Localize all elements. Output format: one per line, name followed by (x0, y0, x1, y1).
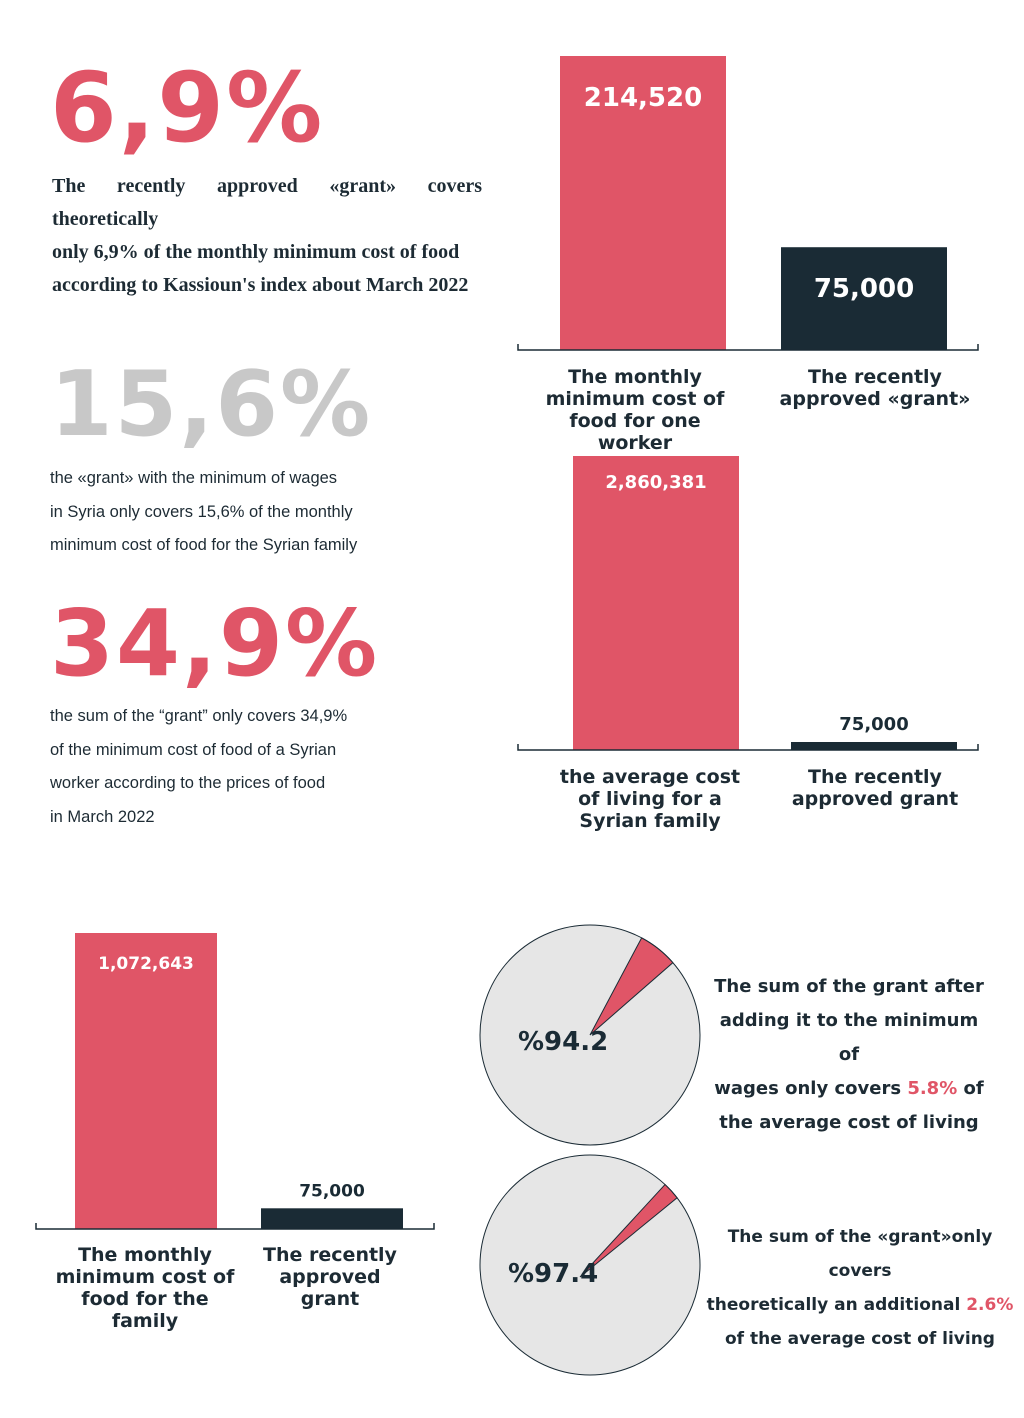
pie1-line-3: wages only covers 5.8% of (714, 1078, 984, 1099)
stat2-line-2: in Syria only covers 15,6% of the monthl… (50, 502, 353, 521)
bar-chart-food-family: 1,072,643 75,000 (35, 933, 435, 1230)
pie-label: %97.4 (508, 1259, 598, 1289)
stat3-value: 34,9% (50, 590, 380, 697)
stat1-line-1: The recently approved «grant» covers the… (52, 175, 482, 230)
pie1-text: The sum of the grant after adding it to … (712, 970, 986, 1140)
stat1-text: The recently approved «grant» covers the… (52, 170, 482, 302)
pie2-line-2: theoretically an additional 2.6% (706, 1295, 1014, 1315)
stat1-line-2: only 6,9% of the monthly minimum cost of… (52, 241, 460, 263)
pie1-line-2: adding it to the minimum of (719, 1010, 979, 1065)
bar-2 (781, 247, 947, 350)
bar-value-label-2: 75,000 (814, 274, 914, 304)
stat3-line-1: the sum of the “grant” only covers 34,9% (50, 707, 348, 725)
x-axis-line (517, 344, 979, 351)
x-axis-line (35, 1223, 435, 1230)
pie-chart-grant-wages: %94.2 (479, 924, 701, 1146)
stat3-line-4: in March 2022 (50, 807, 155, 826)
pie2-text: The sum of the «grant»only covers theore… (700, 1220, 1020, 1356)
bar-value-label-1: 1,072,643 (98, 954, 194, 974)
bar-1 (560, 56, 726, 350)
pie2-line-1: The sum of the «grant»only covers (727, 1227, 993, 1281)
pie-slice-highlight (579, 1183, 678, 1278)
stat2-line-1: the «grant» with the minimum of wages (50, 469, 338, 487)
bar-1 (573, 456, 739, 750)
stat3-line-2: of the minimum cost of food of a Syrian (50, 740, 337, 759)
pie1-line-1: The sum of the grant after (714, 976, 984, 997)
pie1-line-4: the average cost of living (719, 1112, 979, 1133)
bar-value-label-1: 214,520 (584, 83, 702, 113)
stat3-text: the sum of the “grant” only covers 34,9%… (50, 700, 392, 834)
x-axis-line (517, 744, 979, 751)
stat1-line-3: according to Kassioun's index about Marc… (52, 274, 469, 296)
bar3-category-2b: The recently approved grant (263, 1244, 397, 1310)
pie2-highlight: 2.6% (966, 1295, 1014, 1315)
pie1-highlight: 5.8% (907, 1078, 958, 1099)
pie-chart-grant-additional: %97.4 (479, 1154, 701, 1376)
stat3-line-3: worker according to the prices of food (50, 774, 326, 792)
bar2-category-1: the average cost of living for a Syrian … (559, 766, 741, 832)
bar-2 (791, 742, 957, 750)
bar-value-label-2: 75,000 (839, 714, 908, 735)
bar1-category-2: The recently approved «grant» (779, 366, 971, 410)
bar-1 (75, 933, 217, 1229)
stat1-value: 6,9% (50, 52, 325, 164)
stat2-value: 15,6% (50, 352, 373, 457)
bar-chart-food-worker: 214,520 75,000 (517, 56, 979, 351)
bar-2 (261, 1208, 403, 1229)
pie2-line-3: of the average cost of living (725, 1329, 995, 1349)
bar-value-label-2: 75,000 (299, 1181, 365, 1201)
bar-value-label-1: 2,860,381 (605, 472, 706, 493)
stat2-line-3: minimum cost of food for the Syrian fami… (50, 536, 358, 554)
bar3-category-1: The monthly minimum cost of food for the… (55, 1244, 235, 1332)
bar2-category-2: The recently approved grant (791, 766, 959, 810)
stat2-text: the «grant» with the minimum of wages in… (50, 462, 402, 563)
pie-label: %94.2 (518, 1027, 608, 1057)
bar-chart-cost-of-living: 2,860,381 75,000 (517, 456, 979, 751)
pie-slice-highlight (589, 937, 674, 1036)
bar1-category-1: The monthly minimum cost of food for one… (545, 366, 725, 454)
